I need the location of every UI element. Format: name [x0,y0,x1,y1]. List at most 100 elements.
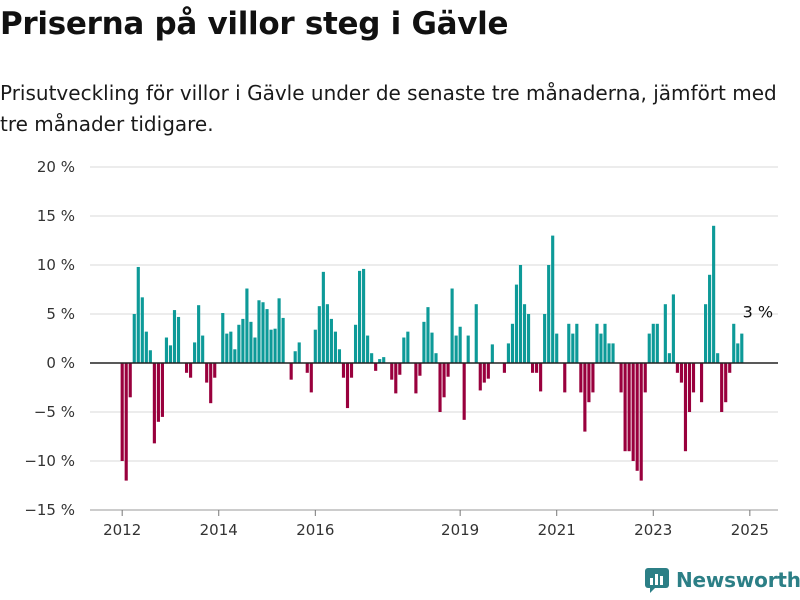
bar [144,331,148,363]
bar [148,350,152,363]
bar [575,323,579,363]
bar [136,266,140,363]
bar [390,363,394,380]
bar [522,304,527,363]
bar [305,363,309,373]
bar [531,363,535,373]
bar [205,363,209,383]
bar [406,331,410,363]
bar [378,359,382,363]
bar [547,265,551,363]
y-tick-label: 5 % [46,305,75,323]
x-tick-label: 2019 [441,521,479,539]
bar [184,363,189,373]
bar [623,363,627,452]
bar [221,313,225,363]
bar [313,329,317,363]
bar [414,363,418,394]
bar [563,363,567,393]
bar [309,363,313,393]
bar [128,363,132,398]
bar [526,314,531,363]
bar [679,363,684,383]
bar [510,323,515,363]
bar [245,288,249,363]
bar [321,271,325,363]
bar [591,363,595,393]
bar [269,329,273,363]
bar [571,333,575,363]
bar [233,349,237,363]
y-tick-label: 20 % [37,158,75,176]
bar [466,335,470,363]
bar [164,337,169,363]
bar [353,324,358,363]
bar [418,363,422,376]
chart-title: Priserna på villor steg i Gävle [0,6,509,42]
chart-subtitle: Prisutveckling för villor i Gävle under … [0,81,777,136]
y-gridlines [90,166,778,511]
bar [579,363,583,393]
bar [663,304,667,363]
bar [140,297,144,363]
x-tick-label: 2012 [103,521,141,539]
bar [237,324,241,363]
bar [394,363,398,394]
bar [293,351,297,363]
bar [341,363,346,378]
bar [398,363,402,375]
y-tick-label: 15 % [37,207,75,225]
bar [442,363,446,398]
bar [675,363,679,373]
bar [671,294,675,363]
bar [261,302,265,363]
y-tick-label: −15 % [24,501,75,519]
bar [253,337,257,363]
bar [506,343,510,363]
bar [402,337,406,363]
bar [740,333,744,363]
bar [462,363,466,420]
bar [370,353,374,363]
bar [502,363,506,373]
bar [720,363,724,412]
bar [482,363,486,383]
bar [176,316,181,363]
bar [655,323,659,363]
bar [651,323,655,363]
bar [382,357,386,363]
bar [325,304,329,363]
bar [193,342,197,363]
bar [716,353,720,363]
bar [458,326,462,363]
bar [643,363,647,393]
bar [297,342,301,363]
bar [551,235,555,363]
bar [490,344,494,363]
bar [587,363,591,403]
bar [374,363,378,371]
y-tick-label: −5 % [34,403,75,421]
bar [732,323,736,363]
bar [599,333,603,363]
bar [712,225,716,363]
bar [257,300,261,363]
latest-value-annotation: 3 % [743,303,773,322]
bar [683,363,688,452]
bar [603,323,607,363]
bar [724,363,728,403]
bar [450,288,454,363]
bar [189,363,193,378]
bar [241,318,245,363]
bar [124,363,128,481]
bar [478,363,482,391]
bar [736,343,740,363]
bar [687,363,692,412]
bar [539,363,543,392]
bar [518,265,523,363]
bar [317,306,321,363]
bar [249,321,253,363]
newsworthy-logo: Newsworthy [644,567,800,593]
bar [583,363,587,432]
